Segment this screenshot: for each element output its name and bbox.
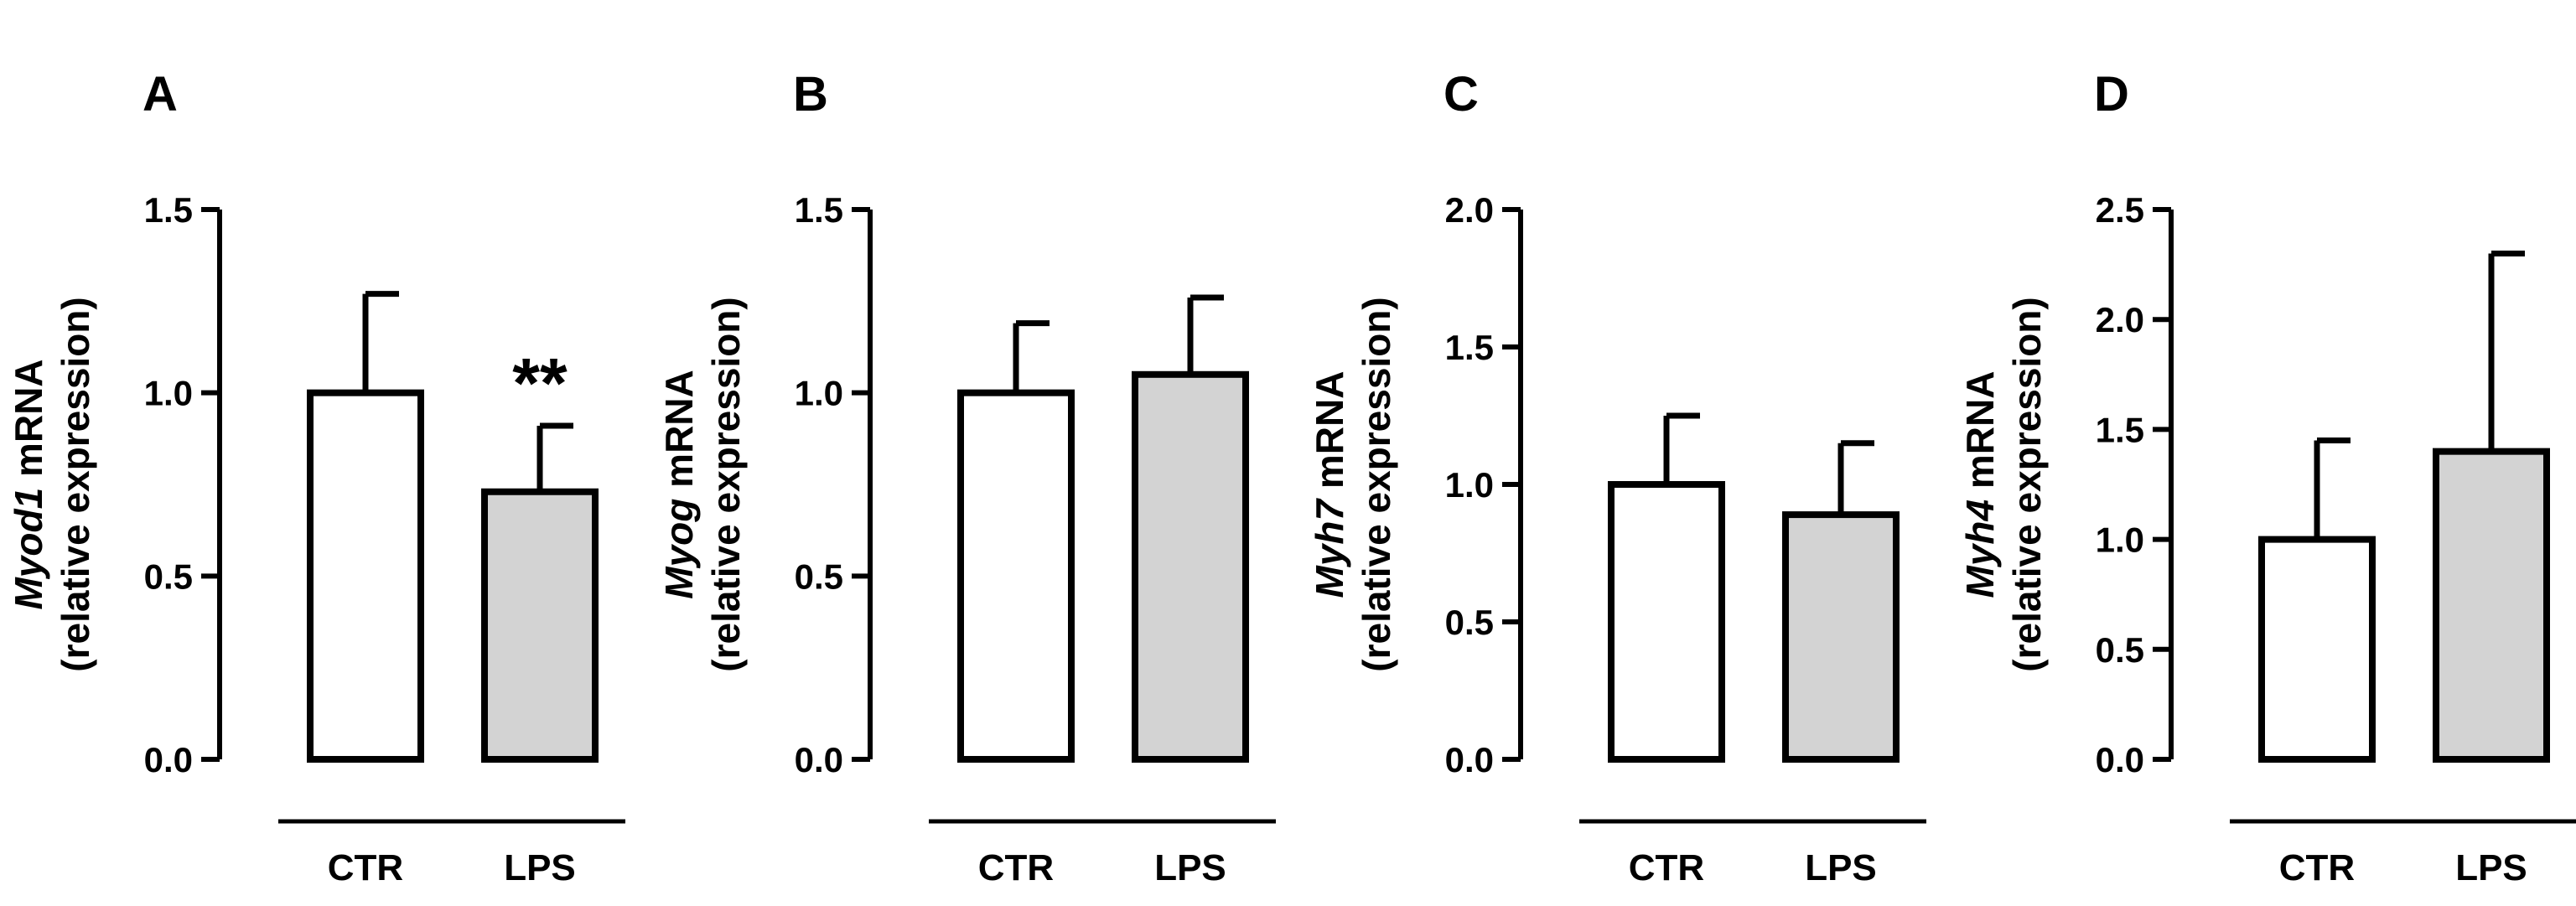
y-tick-label: 1.5 xyxy=(1445,328,1494,367)
y-tick-label: 0.5 xyxy=(2096,630,2144,670)
y-tick-label: 0.5 xyxy=(795,557,843,596)
y-tick-label: 2.5 xyxy=(2096,190,2144,230)
y-tick-label: 1.0 xyxy=(795,374,843,413)
bar-lps xyxy=(1132,370,1249,763)
y-axis-title-line2: (relative expression) xyxy=(704,297,748,671)
gene-name: Myod1 xyxy=(7,488,50,610)
y-tick-label: 0.0 xyxy=(144,740,193,779)
gene-name: Myog xyxy=(657,499,701,599)
y-axis-title: Myh7 mRNA (relative expression) xyxy=(1308,297,1398,671)
x-category-label: CTR xyxy=(1629,847,1704,888)
x-category-label: CTR xyxy=(978,847,1054,888)
y-axis-title-line1: Myh7 mRNA xyxy=(1308,371,1351,598)
y-axis-title: Myog mRNA (relative expression) xyxy=(657,297,748,671)
significance-marker: ** xyxy=(512,344,568,422)
panel-letter: D xyxy=(2094,67,2129,122)
y-axis-title-line2: (relative expression) xyxy=(1355,297,1398,671)
bar-ctr xyxy=(957,389,1075,763)
panel-b: B 0.0 0.5 1.0 1.5 Myog mRNA (relative expressi… xyxy=(657,67,1276,888)
panel-letter: B xyxy=(793,67,828,122)
y-axis-title-line1: Myh4 mRNA xyxy=(1958,371,2002,598)
y-axis-title: Myh4 mRNA (relative expression) xyxy=(1958,297,2049,671)
y-tick-label: 2.0 xyxy=(2096,300,2144,339)
panel-d: D 0.0 0.5 1.0 1.5 2.0 2.5 Myh4 mRNA (relative ex… xyxy=(1958,67,2576,888)
y-tick-label: 1.5 xyxy=(2096,410,2144,449)
y-axis-title-suffix: mRNA xyxy=(1958,371,2002,500)
y-tick-label: 1.0 xyxy=(2096,520,2144,560)
y-tick-label: 1.5 xyxy=(795,190,843,230)
x-category-label: CTR xyxy=(328,847,403,888)
y-tick-label: 0.5 xyxy=(144,557,193,596)
x-category-label: LPS xyxy=(1805,847,1877,888)
y-tick-label: 1.5 xyxy=(144,190,193,230)
y-axis-title-suffix: mRNA xyxy=(1308,371,1351,500)
y-axis-title-line1: Myod1 mRNA xyxy=(7,359,50,609)
bar-ctr xyxy=(1608,481,1725,763)
y-axis-title-line2: (relative expression) xyxy=(54,297,97,671)
y-axis-title-suffix: mRNA xyxy=(657,370,701,498)
y-axis-title-line2: (relative expression) xyxy=(2005,297,2049,671)
x-category-label: LPS xyxy=(2455,847,2527,888)
bar-lps xyxy=(1782,511,1900,764)
y-tick-label: 0.0 xyxy=(1445,740,1494,779)
x-category-label: CTR xyxy=(2279,847,2355,888)
panel-a: A 0.0 0.5 1.0 1.5 Myod1 mRNA (relative express… xyxy=(7,67,625,888)
y-axis-title-line1: Myog mRNA xyxy=(657,370,701,598)
x-category-label: LPS xyxy=(1154,847,1226,888)
gene-name: Myh4 xyxy=(1958,500,2002,598)
y-tick-label: 2.0 xyxy=(1445,190,1494,230)
y-tick-label: 1.0 xyxy=(144,374,193,413)
gene-name: Myh7 xyxy=(1308,497,1351,598)
x-category-label: LPS xyxy=(504,847,576,888)
y-axis-title-suffix: mRNA xyxy=(7,359,50,487)
y-tick-label: 0.5 xyxy=(1445,603,1494,642)
panel-letter: A xyxy=(143,67,178,122)
y-tick-label: 1.0 xyxy=(1445,465,1494,505)
y-tick-label: 0.0 xyxy=(795,740,843,779)
bar-lps xyxy=(481,488,599,763)
bar-ctr xyxy=(307,389,424,763)
y-axis-title: Myod1 mRNA (relative expression) xyxy=(7,297,97,671)
bar-lps xyxy=(2433,448,2550,763)
y-tick-label: 0.0 xyxy=(2096,740,2144,779)
panel-c: C 0.0 0.5 1.0 1.5 2.0 Myh7 mRNA (relative expre… xyxy=(1308,67,1926,888)
panel-letter: C xyxy=(1443,67,1479,122)
bar-ctr xyxy=(2258,536,2376,763)
